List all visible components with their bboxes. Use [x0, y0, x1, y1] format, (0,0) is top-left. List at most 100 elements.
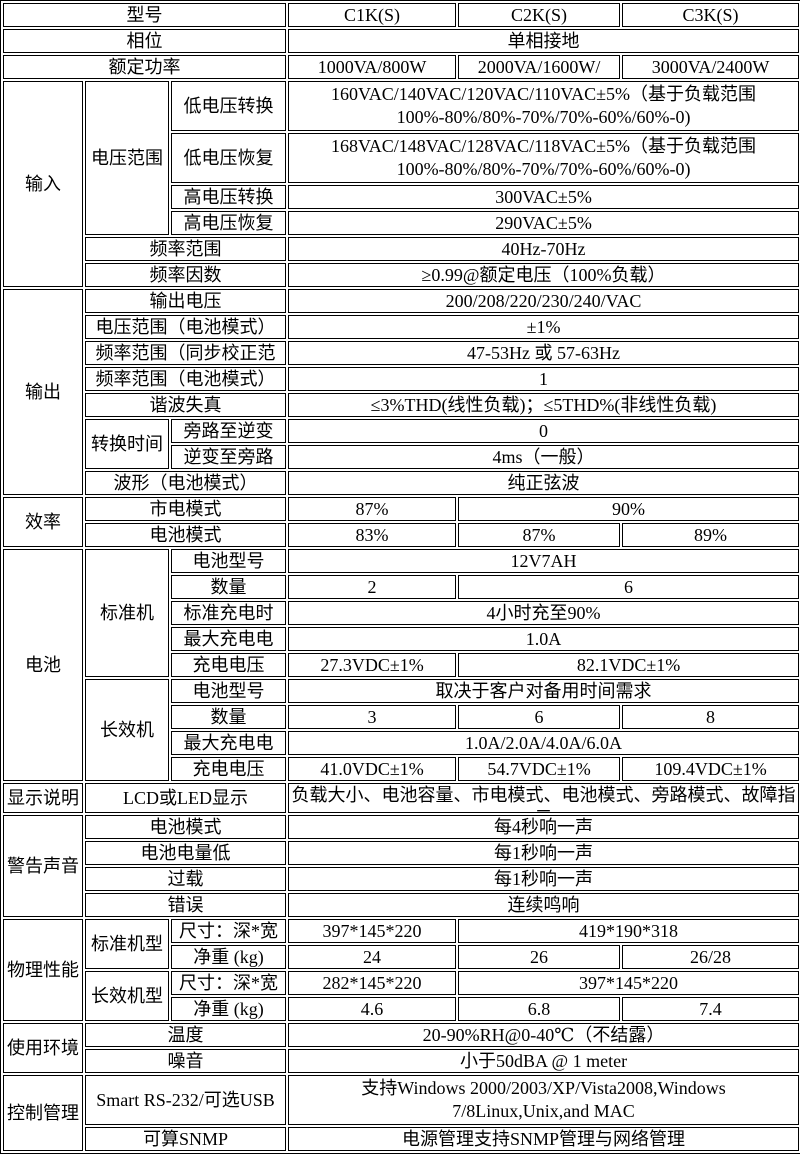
rated-power-label: 额定功率	[3, 55, 287, 79]
longrun-battery-qty-c2k: 6	[458, 705, 621, 729]
section-physical-label: 物理性能	[3, 919, 83, 1021]
longrun-weight-c2k: 6.8	[458, 997, 621, 1021]
alarm-low-battery-label: 电池电量低	[85, 841, 287, 865]
longrun-max-current-value: 1.0A/2.0A/4.0A/6.0A	[288, 731, 800, 755]
efficiency-battery-mode-label: 电池模式	[85, 523, 287, 547]
low-voltage-recovery-value: 168VAC/148VAC/128VAC/118VAC±5%（基于负载范围100…	[288, 133, 800, 183]
standard-max-current-label: 最大充电电	[171, 627, 287, 651]
high-voltage-recovery-value: 290VAC±5%	[288, 211, 800, 235]
input-frequency-factor-value: ≥0.99@额定电压（100%负载）	[288, 263, 800, 287]
longrun-battery-qty-c1k: 3	[288, 705, 457, 729]
row-waveform: 波形（电池模式） 纯正弦波	[3, 471, 800, 495]
standard-charge-voltage-label: 充电电压	[171, 653, 287, 677]
alarm-battery-mode-value: 每4秒响一声	[288, 815, 800, 839]
standard-battery-qty-c2k-c3k: 6	[458, 575, 800, 599]
harmonic-distortion-label: 谐波失真	[85, 393, 287, 417]
transfer-time-label: 转换时间	[85, 419, 169, 469]
standard-weight-label: 净重 (kg)	[171, 945, 287, 969]
output-frequency-battery-label: 频率范围（电池模式）	[85, 367, 287, 391]
output-frequency-sync-value: 47-53Hz 或 57-63Hz	[288, 341, 800, 365]
row-input-frequency-range: 频率范围 40Hz-70Hz	[3, 237, 800, 261]
noise-value: 小于50dBA @ 1 meter	[288, 1049, 800, 1073]
standard-weight-c3k: 26/28	[622, 945, 800, 969]
row-standard-battery-type: 电池 标准机 电池型号 12V7AH	[3, 549, 800, 781]
row-standard-battery-qty: 数量 2 6	[3, 575, 800, 599]
row-standard-charge-voltage: 充电电压 27.3VDC±1% 82.1VDC±1%	[3, 653, 800, 677]
rated-power-c2k: 2000VA/1600W/	[458, 55, 621, 79]
standard-max-current-value: 1.0A	[288, 627, 800, 651]
output-voltage-value: 200/208/220/230/240/VAC	[288, 289, 800, 313]
inverter-to-bypass-label: 逆变至旁路	[171, 445, 287, 469]
input-frequency-factor-label: 频率因数	[85, 263, 287, 287]
standard-battery-qty-c1k: 2	[288, 575, 457, 599]
rated-power-c3k: 3000VA/2400W	[622, 55, 800, 79]
efficiency-line-mode-label: 市电模式	[85, 497, 287, 521]
row-high-voltage-recovery: 高电压恢复 290VAC±5%	[3, 211, 800, 235]
standard-battery-type-label: 电池型号	[171, 549, 287, 573]
longrun-battery-qty-c3k: 8	[622, 705, 800, 729]
model-c2k: C2K(S)	[458, 3, 621, 27]
longrun-charge-voltage-c3k: 109.4VDC±1%	[622, 757, 800, 781]
longrun-machine-label: 长效机	[85, 679, 169, 781]
section-input-label: 输入	[3, 81, 83, 287]
standard-battery-type-value: 12V7AH	[288, 549, 800, 573]
row-output-frequency-battery: 频率范围（电池模式） 1	[3, 367, 800, 391]
row-transfer-bypass-to-inverter: 转换时间 旁路至逆变 0	[3, 419, 800, 469]
alarm-battery-mode-label: 电池模式	[85, 815, 287, 839]
waveform-label: 波形（电池模式）	[85, 471, 287, 495]
standard-charge-time-label: 标准充电时	[171, 601, 287, 625]
input-frequency-range-label: 频率范围	[85, 237, 287, 261]
row-alarm-low-battery: 电池电量低 每1秒响一声	[3, 841, 800, 865]
bypass-to-inverter-value: 0	[288, 419, 800, 443]
section-alarm-label: 警告声音	[3, 815, 83, 917]
waveform-value: 纯正弦波	[288, 471, 800, 495]
row-snmp: 可算SNMP 电源管理支持SNMP管理与网络管理	[3, 1127, 800, 1151]
row-standard-max-current: 最大充电电 1.0A	[3, 627, 800, 651]
display-type-label: LCD或LED显示	[85, 783, 287, 813]
noise-label: 噪音	[85, 1049, 287, 1073]
smart-rs232-value: 支持Windows 2000/2003/XP/Vista2008,Windows…	[288, 1075, 800, 1125]
standard-charge-voltage-c1k: 27.3VDC±1%	[288, 653, 457, 677]
row-input-frequency-factor: 频率因数 ≥0.99@额定电压（100%负载）	[3, 263, 800, 287]
row-longrun-charge-voltage: 充电电压 41.0VDC±1% 54.7VDC±1% 109.4VDC±1%	[3, 757, 800, 781]
phase-label: 相位	[3, 29, 287, 53]
longrun-weight-c3k: 7.4	[622, 997, 800, 1021]
temperature-label: 温度	[85, 1023, 287, 1047]
low-voltage-transfer-value: 160VAC/140VAC/120VAC/110VAC±5%（基于负载范围100…	[288, 81, 800, 131]
section-display-label: 显示说明	[3, 783, 83, 813]
row-longrun-battery-qty: 数量 3 6 8	[3, 705, 800, 729]
standard-machine-label: 标准机	[85, 549, 169, 677]
standard-dimension-c1k: 397*145*220	[288, 919, 457, 943]
row-low-voltage-recovery: 低电压恢复 168VAC/148VAC/128VAC/118VAC±5%（基于负…	[3, 133, 800, 183]
row-longrun-dimension: 长效机型 尺寸：深*宽 282*145*220 397*145*220	[3, 971, 800, 1021]
rated-power-c1k: 1000VA/800W	[288, 55, 457, 79]
efficiency-battery-mode-c1k: 83%	[288, 523, 457, 547]
display-value: 负载大小、电池容量、市电模式、电池模式、旁路模式、故障指示	[291, 785, 796, 812]
section-efficiency-label: 效率	[3, 497, 83, 547]
longrun-battery-type-value: 取决于客户对备用时间需求	[288, 679, 800, 703]
row-longrun-max-current: 最大充电电 1.0A/2.0A/4.0A/6.0A	[3, 731, 800, 755]
section-environment-label: 使用环境	[3, 1023, 83, 1073]
longrun-battery-type-label: 电池型号	[171, 679, 287, 703]
row-longrun-weight: 净重 (kg) 4.6 6.8 7.4	[3, 997, 800, 1021]
alarm-overload-value: 每1秒响一声	[288, 867, 800, 891]
standard-weight-c1k: 24	[288, 945, 457, 969]
high-voltage-recovery-label: 高电压恢复	[171, 211, 287, 235]
row-smart-rs232: 控制管理 Smart RS-232/可选USB 支持Windows 2000/2…	[3, 1075, 800, 1151]
model-label: 型号	[3, 3, 287, 27]
input-frequency-range-value: 40Hz-70Hz	[288, 237, 800, 261]
low-voltage-recovery-label: 低电压恢复	[171, 133, 287, 183]
high-voltage-transfer-label: 高电压转换	[171, 185, 287, 209]
voltage-range-label: 电压范围	[85, 81, 169, 235]
alarm-fault-label: 错误	[85, 893, 287, 917]
longrun-dimension-c2k-c3k: 397*145*220	[458, 971, 800, 995]
longrun-model-label: 长效机型	[85, 971, 169, 1021]
row-standard-dimension: 物理性能 标准机型 尺寸：深*宽 397*145*220 419*190*318	[3, 919, 800, 1021]
row-efficiency-line-mode: 效率 市电模式 87% 90%	[3, 497, 800, 547]
temperature-value: 20-90%RH@0-40℃（不结露）	[288, 1023, 800, 1047]
row-harmonic-distortion: 谐波失真 ≤3%THD(线性负载)；≤5THD%(非线性负载)	[3, 393, 800, 417]
alarm-low-battery-value: 每1秒响一声	[288, 841, 800, 865]
low-voltage-transfer-label: 低电压转换	[171, 81, 287, 131]
longrun-weight-label: 净重 (kg)	[171, 997, 287, 1021]
